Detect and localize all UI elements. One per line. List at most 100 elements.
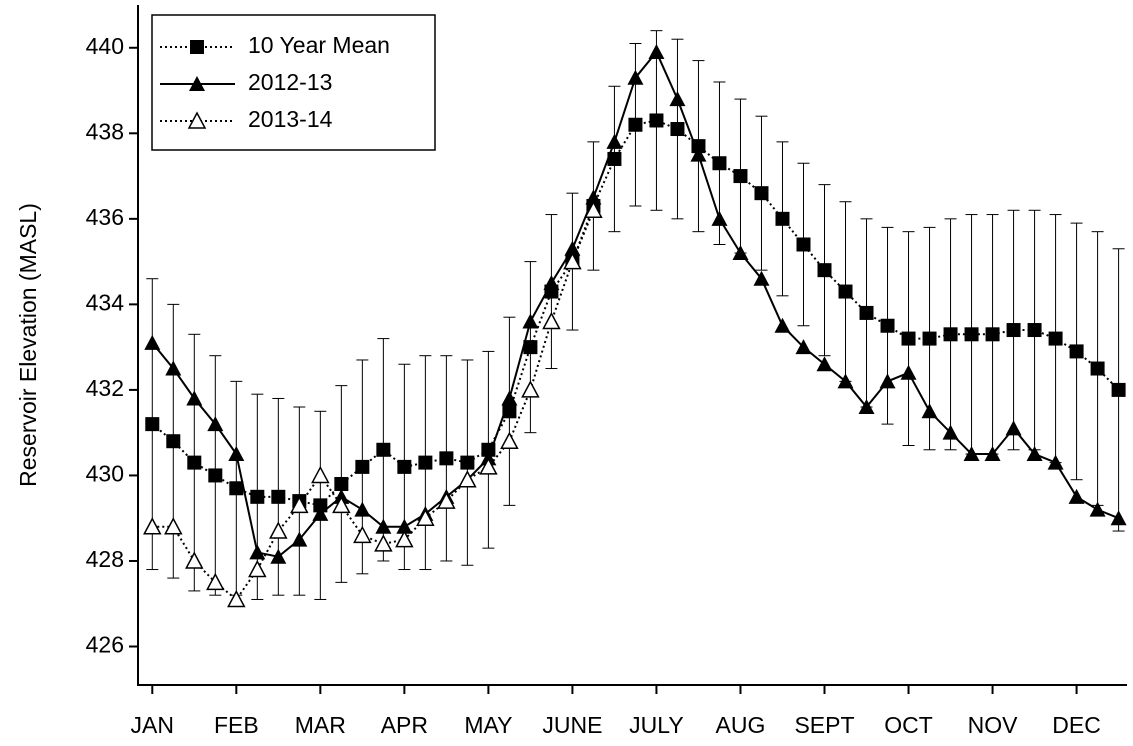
marker xyxy=(942,424,959,440)
marker xyxy=(186,390,203,406)
marker xyxy=(143,517,162,535)
marker xyxy=(879,373,896,389)
marker xyxy=(249,544,266,560)
marker xyxy=(145,417,160,432)
marker xyxy=(838,284,853,299)
legend-label: 2013-14 xyxy=(248,106,333,132)
y-tick-label: 430 xyxy=(86,461,124,487)
marker xyxy=(355,459,370,474)
marker xyxy=(397,459,412,474)
marker xyxy=(354,501,371,517)
marker xyxy=(416,508,435,526)
marker xyxy=(437,491,456,509)
marker xyxy=(521,380,540,398)
marker xyxy=(374,534,393,552)
x-tick-label: MAR xyxy=(295,712,346,738)
legend-label: 2012-13 xyxy=(248,69,332,95)
marker xyxy=(648,44,665,60)
marker xyxy=(690,146,707,162)
y-axis-label: Reservoir Elevation (MASL) xyxy=(15,203,41,487)
x-tick-label: JUNE xyxy=(542,712,602,738)
marker xyxy=(229,481,244,496)
marker xyxy=(290,495,309,514)
marker xyxy=(206,572,225,591)
x-tick-label: MAY xyxy=(464,712,512,738)
marker xyxy=(185,551,204,569)
marker xyxy=(628,117,643,132)
marker xyxy=(144,334,161,350)
marker xyxy=(712,156,727,171)
marker xyxy=(353,525,372,544)
marker xyxy=(963,446,980,462)
x-tick-label: JULY xyxy=(629,712,684,738)
x-tick-label: SEPT xyxy=(794,712,854,738)
marker xyxy=(880,318,895,333)
marker xyxy=(775,211,790,226)
marker xyxy=(271,489,286,504)
marker xyxy=(228,446,245,462)
marker xyxy=(1048,331,1063,346)
marker xyxy=(858,399,875,415)
marker xyxy=(859,305,874,320)
marker xyxy=(732,245,749,261)
marker xyxy=(817,263,832,278)
marker xyxy=(563,252,582,270)
marker xyxy=(208,468,223,483)
marker xyxy=(711,210,728,226)
marker xyxy=(334,476,349,491)
marker xyxy=(543,274,560,290)
marker xyxy=(984,446,1001,462)
x-tick-label: JAN xyxy=(131,712,174,738)
marker xyxy=(311,465,330,484)
marker xyxy=(376,442,391,457)
x-tick-label: NOV xyxy=(968,712,1019,738)
marker xyxy=(649,113,664,128)
marker xyxy=(479,457,498,475)
x-tick-label: DEC xyxy=(1052,712,1101,738)
marker xyxy=(900,364,917,380)
marker xyxy=(1090,361,1105,376)
y-tick-label: 428 xyxy=(86,546,124,572)
y-tick-label: 438 xyxy=(86,118,124,144)
marker xyxy=(921,403,938,419)
marker xyxy=(627,69,644,85)
legend-label: 10 Year Mean xyxy=(248,32,390,58)
marker xyxy=(313,498,328,513)
marker xyxy=(270,548,287,564)
marker xyxy=(1089,501,1106,517)
marker xyxy=(250,489,265,504)
marker xyxy=(964,327,979,342)
marker xyxy=(901,331,916,346)
marker xyxy=(164,517,183,535)
marker xyxy=(1111,382,1126,397)
marker xyxy=(500,431,519,449)
marker xyxy=(291,531,308,547)
marker xyxy=(816,356,833,372)
marker xyxy=(501,390,518,406)
marker xyxy=(607,151,622,166)
marker xyxy=(733,169,748,184)
marker xyxy=(796,237,811,252)
marker xyxy=(189,76,205,91)
marker xyxy=(670,122,685,137)
marker xyxy=(248,559,267,578)
marker xyxy=(523,340,538,355)
y-tick-label: 432 xyxy=(86,375,124,401)
marker xyxy=(166,434,181,449)
marker xyxy=(606,133,623,149)
marker xyxy=(395,529,414,548)
marker xyxy=(165,360,182,376)
marker xyxy=(332,495,351,514)
marker xyxy=(418,455,433,470)
x-tick-label: FEB xyxy=(214,712,259,738)
marker xyxy=(312,505,329,521)
marker xyxy=(943,327,958,342)
marker xyxy=(1006,323,1021,338)
marker xyxy=(754,186,769,201)
y-tick-label: 426 xyxy=(86,632,124,658)
marker xyxy=(1026,446,1043,462)
marker xyxy=(542,311,561,330)
marker xyxy=(837,373,854,389)
legend: 10 Year Mean 2012-13 2013-14 xyxy=(151,14,436,151)
